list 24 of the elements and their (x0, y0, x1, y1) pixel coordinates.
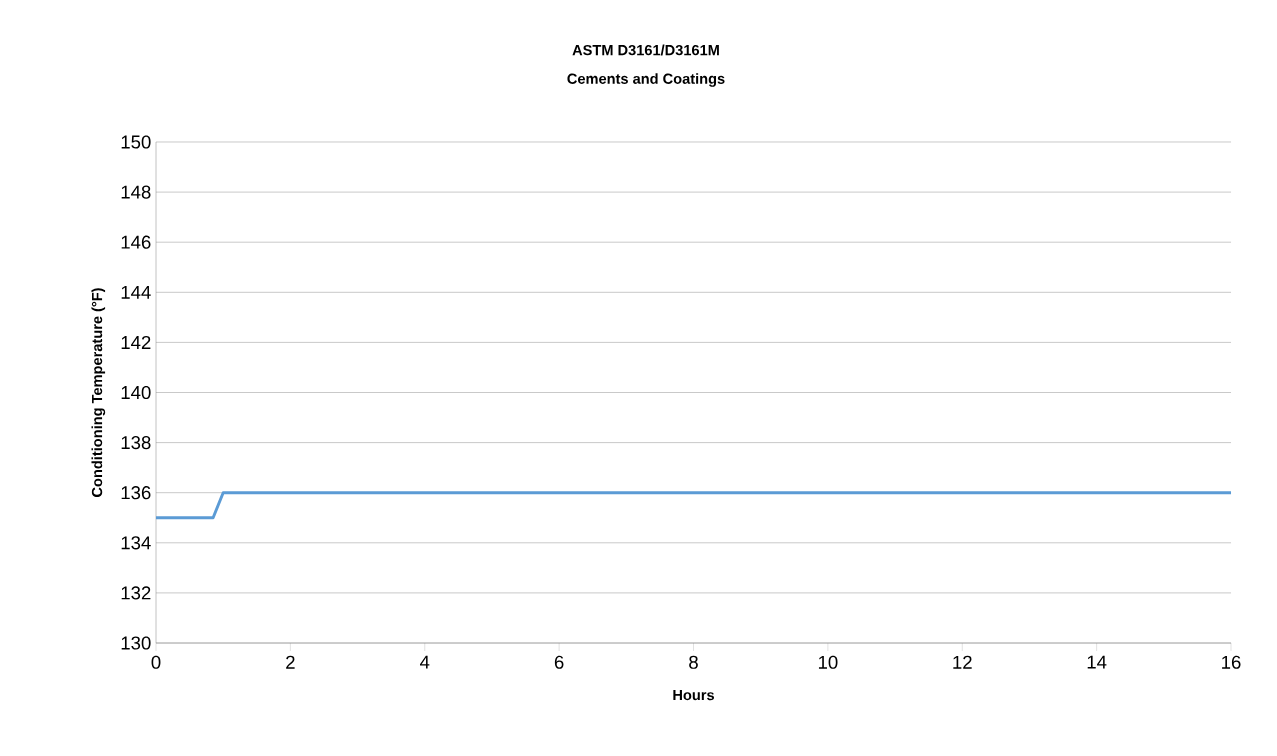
y-tick-label: 136 (121, 486, 151, 500)
chart-subtitle: Cements and Coatings (567, 73, 725, 87)
x-tick-label: 14 (1087, 655, 1107, 669)
y-tick-label: 148 (121, 185, 151, 199)
y-tick-label: 130 (121, 636, 151, 650)
x-tick-label: 0 (151, 655, 161, 669)
x-tick-label: 6 (554, 655, 564, 669)
x-tick-label: 8 (689, 655, 698, 669)
x-tick-label: 12 (953, 655, 972, 669)
y-axis-title: Conditioning Temperature (°F) (91, 288, 106, 497)
y-tick-label: 138 (121, 436, 151, 450)
y-tick-label: 132 (121, 586, 151, 600)
x-axis-title: Hours (673, 689, 715, 701)
y-tick-label: 146 (121, 235, 151, 249)
x-tick-label: 10 (818, 655, 838, 669)
y-tick-label: 144 (121, 285, 151, 299)
x-tick-label: 4 (420, 655, 430, 669)
y-tick-label: 140 (121, 385, 151, 400)
x-tick-label: 16 (1222, 655, 1241, 669)
y-tick-label: 142 (121, 335, 151, 349)
y-tick-label: 150 (121, 135, 151, 149)
x-tick-label: 2 (286, 655, 295, 669)
y-tick-label: 134 (121, 536, 151, 550)
chart-title: ASTM D3161/D3161M (572, 44, 719, 56)
